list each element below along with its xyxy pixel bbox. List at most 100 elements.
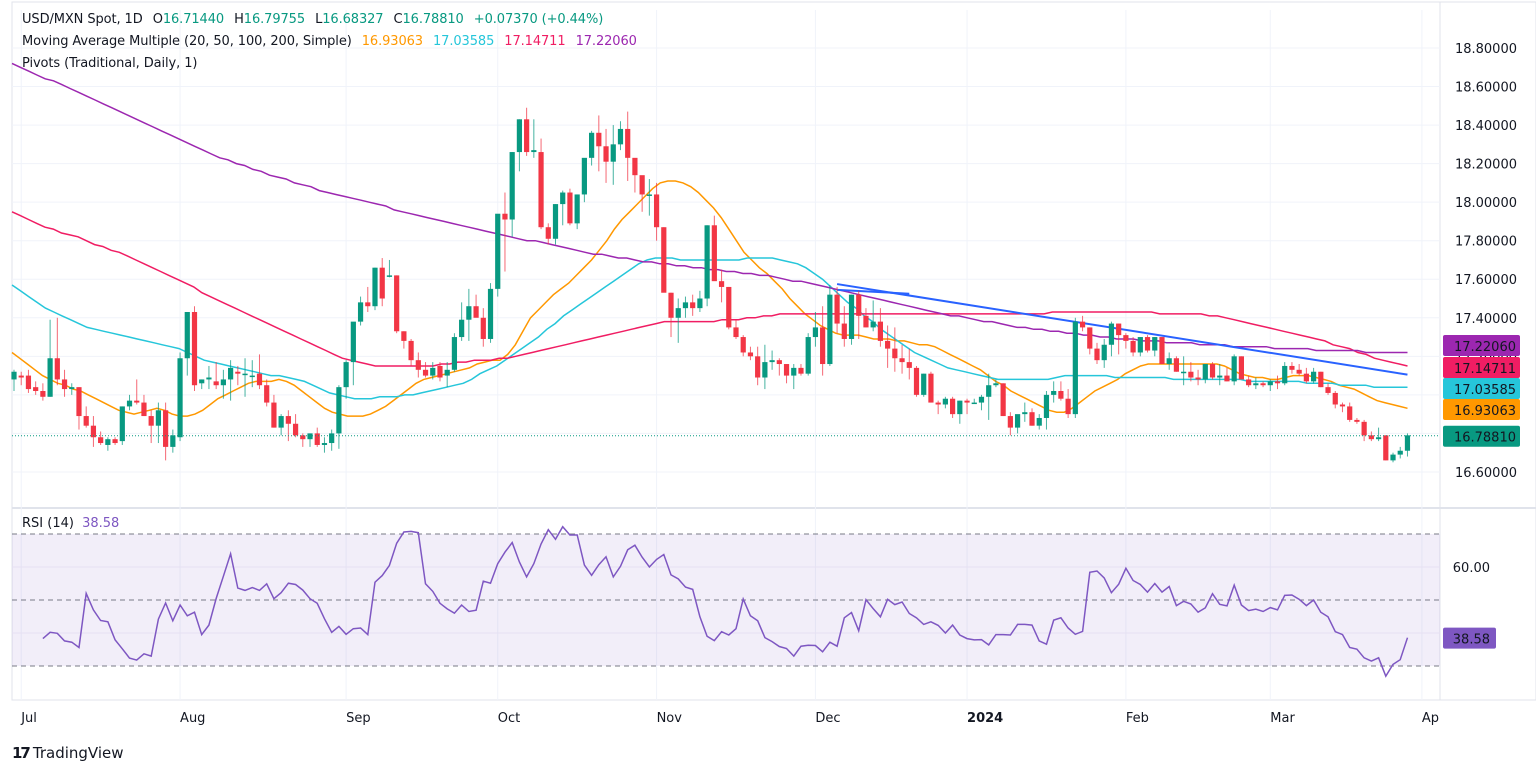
- candle: [1361, 419, 1367, 442]
- candle-body: [697, 298, 703, 309]
- rsi-axis[interactable]: 60.00 38.58: [1443, 561, 1496, 649]
- rsi-line: [42, 525, 1409, 678]
- candle: [1123, 333, 1129, 349]
- candle: [1173, 356, 1180, 372]
- candle-body: [228, 367, 234, 380]
- candle: [1051, 381, 1057, 403]
- candle-body: [1101, 344, 1107, 361]
- rsi-legend[interactable]: RSI (14) 38.58: [22, 516, 119, 531]
- time-axis[interactable]: Jul Aug Sep Oct Nov Dec 2024 Feb Mar Ap: [20, 711, 1439, 726]
- candle: [892, 327, 898, 372]
- candle-body: [682, 302, 689, 309]
- candle-body: [560, 192, 566, 205]
- candle: [950, 396, 956, 418]
- candle-body: [285, 416, 291, 424]
- tradingview-branding[interactable]: 17 TradingView: [12, 744, 124, 762]
- candle: [1058, 381, 1064, 401]
- candle: [516, 119, 522, 172]
- candle-body: [307, 433, 313, 440]
- candle-body: [675, 308, 681, 318]
- candle: [163, 402, 169, 461]
- candle: [661, 227, 667, 293]
- candle-body: [148, 416, 154, 426]
- candle: [1202, 364, 1208, 384]
- candle-body: [1390, 454, 1396, 461]
- candle: [69, 383, 75, 395]
- candle-body: [776, 360, 782, 365]
- candle-body: [762, 362, 768, 378]
- candle: [18, 371, 24, 386]
- candle-body: [105, 439, 111, 445]
- rsi-legend-title[interactable]: RSI (14): [22, 516, 74, 531]
- candle-body: [1217, 375, 1223, 378]
- candle: [1224, 367, 1230, 382]
- candle-body: [870, 321, 876, 328]
- rsi-legend-value: 38.58: [82, 516, 120, 531]
- candle-body: [1051, 391, 1057, 395]
- candle: [1296, 364, 1302, 376]
- candle: [177, 352, 183, 442]
- candle: [394, 275, 400, 334]
- time-tick-label: Jul: [20, 711, 37, 726]
- price-tick-label: 18.60000: [1455, 81, 1517, 96]
- candle-body: [581, 157, 587, 195]
- time-tick-label: Feb: [1126, 711, 1149, 726]
- candle: [1282, 362, 1288, 386]
- candle-body: [769, 360, 775, 363]
- candle-body: [1368, 435, 1374, 440]
- candle: [552, 204, 559, 245]
- candle: [848, 294, 855, 345]
- change-value: +0.07370 (+0.44%): [473, 12, 604, 27]
- candle-body: [451, 337, 458, 370]
- candle-body: [610, 144, 616, 162]
- candle: [1108, 321, 1115, 357]
- candle-body: [1123, 335, 1129, 341]
- candle: [1094, 342, 1100, 365]
- candle: [1390, 452, 1396, 463]
- trendline-short-trend[interactable]: [837, 288, 910, 295]
- price-pane[interactable]: [11, 62, 1440, 463]
- candle: [1325, 383, 1331, 395]
- candle-body: [589, 132, 595, 158]
- candle: [1303, 367, 1309, 384]
- candle: [54, 317, 60, 386]
- candle-body: [220, 379, 226, 386]
- candle-body: [33, 387, 39, 392]
- candle: [1000, 383, 1006, 417]
- candle-body: [1274, 381, 1281, 384]
- candle-body: [856, 294, 862, 316]
- candle: [899, 344, 905, 374]
- ma-legend-title[interactable]: Moving Average Multiple (20, 50, 100, 20…: [22, 34, 352, 49]
- ohlc-open: O16.71440: [153, 12, 224, 27]
- candle-body: [1318, 371, 1324, 388]
- ma100-value: 17.14711: [504, 34, 566, 49]
- price-tick-label: 18.80000: [1455, 42, 1517, 57]
- candle-body: [98, 437, 104, 444]
- candle: [119, 406, 125, 445]
- symbol-legend[interactable]: USD/MXN Spot, 1D O16.71440 H16.79755 L16…: [22, 12, 609, 27]
- candle-body: [1246, 379, 1252, 386]
- candle: [47, 319, 53, 397]
- pivots-legend-title[interactable]: Pivots (Traditional, Daily, 1): [22, 56, 198, 71]
- candle-body: [408, 340, 414, 361]
- candle: [1368, 431, 1374, 442]
- ma-legend[interactable]: Moving Average Multiple (20, 50, 100, 20…: [22, 34, 643, 49]
- candle-body: [1007, 416, 1013, 428]
- candle: [834, 286, 840, 334]
- trendline-long-trend[interactable]: [836, 283, 1408, 376]
- rsi-pane[interactable]: [12, 525, 1440, 678]
- candle: [430, 362, 436, 380]
- candle-body: [76, 387, 82, 417]
- candle: [567, 188, 573, 226]
- symbol-title[interactable]: USD/MXN Spot, 1D: [22, 12, 143, 27]
- candle: [199, 379, 205, 390]
- candle-body: [509, 152, 515, 220]
- candle-body: [191, 311, 198, 386]
- time-tick-label: Dec: [815, 711, 840, 726]
- candle: [935, 400, 941, 415]
- pivots-legend[interactable]: Pivots (Traditional, Daily, 1): [22, 56, 203, 71]
- candle: [184, 311, 190, 376]
- candle-body: [863, 315, 869, 328]
- candle-body: [1311, 371, 1317, 382]
